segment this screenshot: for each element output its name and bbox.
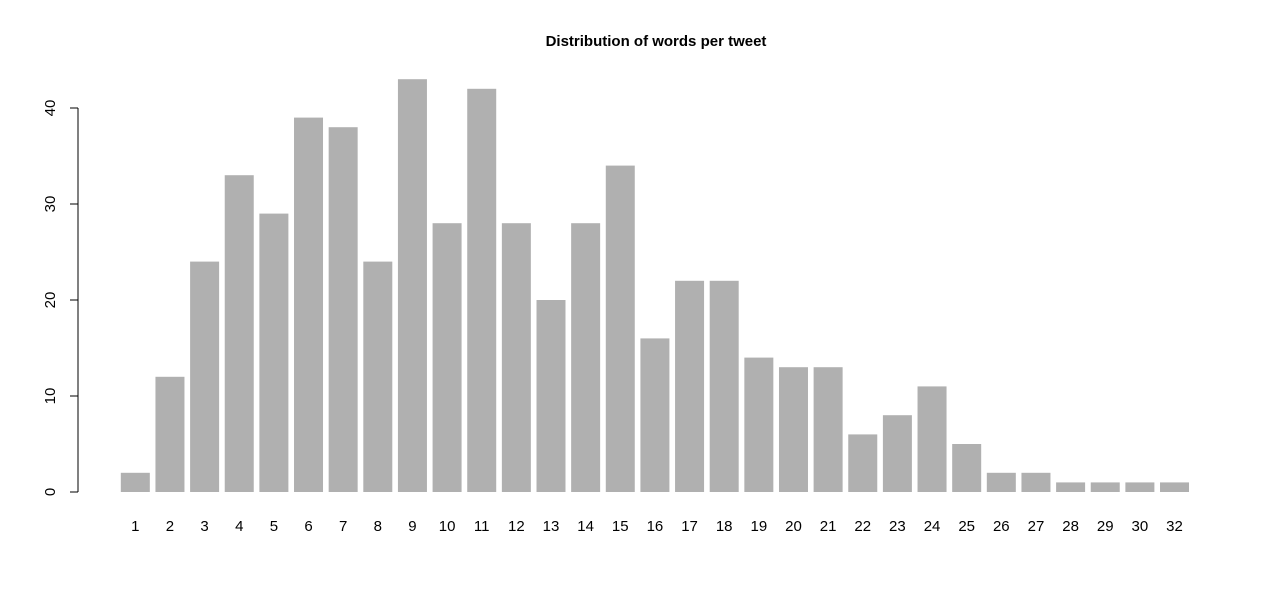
bar-27 [1021,472,1051,492]
bar-2 [155,376,185,492]
bar-18 [709,280,739,492]
bar-28 [1056,482,1086,492]
bar-17 [675,280,705,492]
bar-6 [294,117,324,492]
x-tick-labels: 1 2 3 4 5 6 7 8 9 10 11 12 13 14 15 16 17 18 19 20 21 22 23 24 2… [131,518,1183,535]
x-tick-label: 21 [820,518,837,535]
x-tick-label: 25 [958,518,975,535]
bar-20 [778,367,808,492]
bar-21 [813,367,843,492]
x-tick-label: 8 [374,518,382,535]
bar-8 [363,261,393,492]
bar-12 [501,223,531,492]
x-tick-label: 20 [785,518,802,535]
x-tick-label: 29 [1097,518,1114,535]
bar-26 [986,472,1016,492]
y-tick-label: 0 [42,488,59,496]
bar-4 [224,175,254,492]
bar-7 [328,127,358,492]
x-tick-label: 4 [235,518,243,535]
bar-15 [605,165,635,492]
x-tick-label: 24 [924,518,941,535]
x-tick-label: 32 [1166,518,1183,535]
x-tick-label: 26 [993,518,1010,535]
x-tick-label: 5 [270,518,278,535]
x-tick-label: 12 [508,518,525,535]
x-tick-label: 3 [200,518,208,535]
bar-16 [640,338,670,492]
y-tick-label: 20 [42,292,59,309]
x-tick-label: 22 [854,518,871,535]
x-tick-label: 11 [474,518,490,535]
x-tick-label: 16 [647,518,664,535]
x-tick-label: 10 [439,518,456,535]
bar-23 [882,415,912,492]
x-tick-label: 14 [577,518,594,535]
x-tick-label: 18 [716,518,733,535]
x-tick-label: 28 [1062,518,1079,535]
bar-14 [571,223,601,492]
x-tick-label: 23 [889,518,906,535]
bar-32 [1160,482,1190,492]
x-tick-label: 17 [681,518,698,535]
x-tick-label: 9 [408,518,416,535]
bar-19 [744,357,774,492]
y-axis: 0 10 20 30 40 [42,100,79,496]
bar-22 [848,434,878,492]
bar-5 [259,213,289,492]
y-tick-label: 30 [42,196,59,213]
bar-11 [467,88,497,493]
x-tick-label: 30 [1132,518,1149,535]
y-tick-label: 10 [42,388,59,405]
bar-24 [917,386,947,492]
bars-group [120,79,1190,493]
bar-25 [952,444,982,492]
bar-13 [536,300,566,492]
x-tick-label: 6 [304,518,312,535]
chart-title: Distribution of words per tweet [546,33,767,50]
bar-29 [1090,482,1120,492]
x-tick-label: 27 [1028,518,1045,535]
bar-30 [1125,482,1155,492]
x-tick-label: 1 [131,518,139,535]
x-tick-label: 15 [612,518,629,535]
bar-10 [432,223,462,492]
y-tick-label: 40 [42,100,59,117]
x-tick-label: 2 [166,518,174,535]
x-tick-label: 7 [339,518,347,535]
x-tick-label: 19 [750,518,767,535]
x-tick-label: 13 [543,518,560,535]
bar-9 [397,79,427,492]
bar-3 [190,261,220,492]
bar-1 [120,472,150,492]
